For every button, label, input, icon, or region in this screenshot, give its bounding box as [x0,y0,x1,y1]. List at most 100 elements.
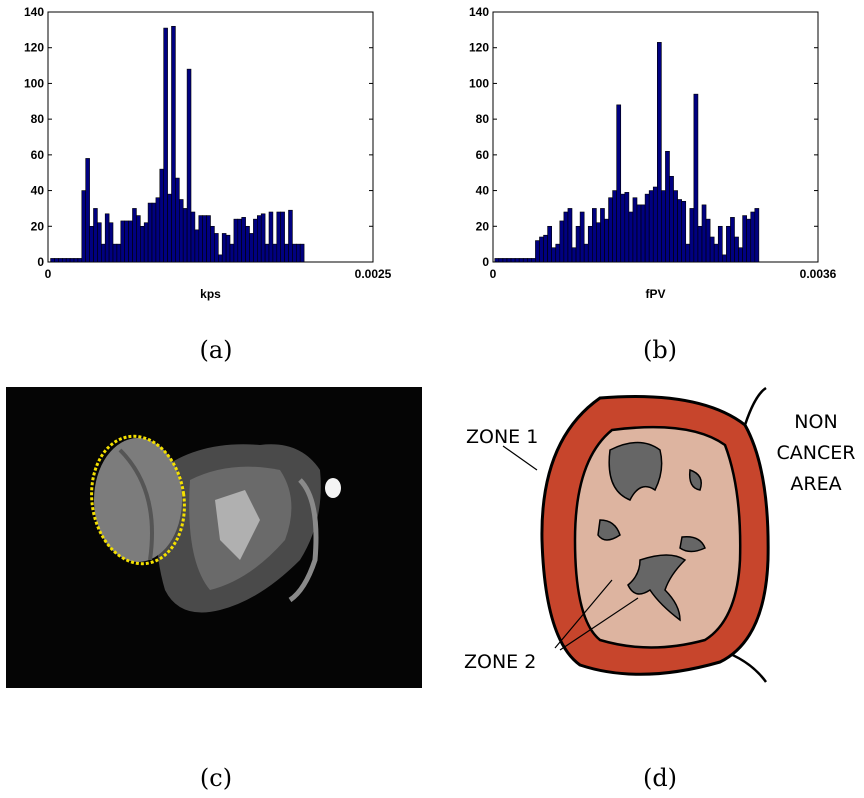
bar [535,240,540,263]
bar [108,222,114,263]
bar [50,258,55,263]
bar [498,258,504,263]
bar [628,211,634,263]
bar [299,243,305,263]
bar [233,218,239,263]
bar [567,208,573,263]
bar [506,258,512,263]
y-tick-label: 100 [24,76,44,90]
bar [531,258,536,263]
bar [61,258,67,263]
bar [673,190,678,263]
bar [701,204,707,263]
bar [652,186,658,263]
bar [636,204,642,263]
bar [206,215,211,263]
bar [750,211,756,263]
bar [167,193,172,263]
bar [190,211,196,263]
bar [669,175,674,263]
bar [657,42,662,263]
bar [730,217,735,263]
bar [85,158,90,263]
bar [221,233,227,263]
bar [543,234,548,263]
bar [288,209,293,263]
y-tick-label: 120 [469,41,489,55]
bar [159,168,165,263]
bar [218,254,223,263]
bar [640,204,646,263]
bar [579,211,585,263]
outside-label: CANCER [777,442,856,464]
bar [502,258,508,263]
bar [179,199,184,263]
y-tick-label: 80 [476,112,490,126]
bar [518,258,524,263]
bar [214,233,219,263]
bar [632,197,638,263]
bar [608,197,613,263]
bar [140,225,145,263]
bar [69,258,75,263]
bar [555,243,561,263]
bar [563,211,569,263]
bar [77,258,83,263]
bar [592,208,597,263]
bar [600,208,605,263]
bar [693,93,699,263]
x-tick-label: 0.0036 [800,267,837,281]
bar [280,211,285,263]
bar [689,208,695,263]
outside-label: AREA [790,473,841,495]
bar [514,258,520,263]
bar [510,258,516,263]
bar [276,211,281,263]
bar [89,225,94,263]
bar [163,27,168,263]
mri-image [6,387,422,688]
bar [268,211,274,263]
bar [116,243,122,263]
caption: (d) [643,764,677,792]
bar [143,222,149,263]
bar [661,190,666,263]
bar [547,225,552,263]
bar [155,197,161,263]
bar [256,215,262,263]
y-tick-label: 20 [31,219,45,233]
bar [746,218,752,263]
bar [93,208,98,263]
x-axis-label: kps [200,287,221,301]
bar [124,220,129,263]
bar [241,217,246,263]
bar [705,218,711,263]
bar [685,243,691,263]
bar [665,150,670,263]
bar [583,243,589,263]
bar [596,222,601,263]
bar [54,258,59,263]
y-tick-label: 120 [24,41,44,55]
bar [136,215,141,263]
bar [681,200,687,263]
bar [734,236,739,263]
bar [264,243,270,263]
bar [742,215,747,263]
bar [198,215,204,263]
bar [249,233,254,263]
bar [587,225,593,263]
outside-label: NON [794,411,837,433]
bar [620,193,626,263]
bar [571,247,577,263]
bar [722,254,727,263]
bar [616,104,622,263]
y-tick-label: 140 [469,5,489,19]
bar [104,213,110,263]
bar [97,222,102,263]
y-tick-label: 80 [31,112,45,126]
caption: (b) [643,336,677,364]
x-axis-label: fPV [645,287,665,301]
caption: (a) [199,336,232,364]
